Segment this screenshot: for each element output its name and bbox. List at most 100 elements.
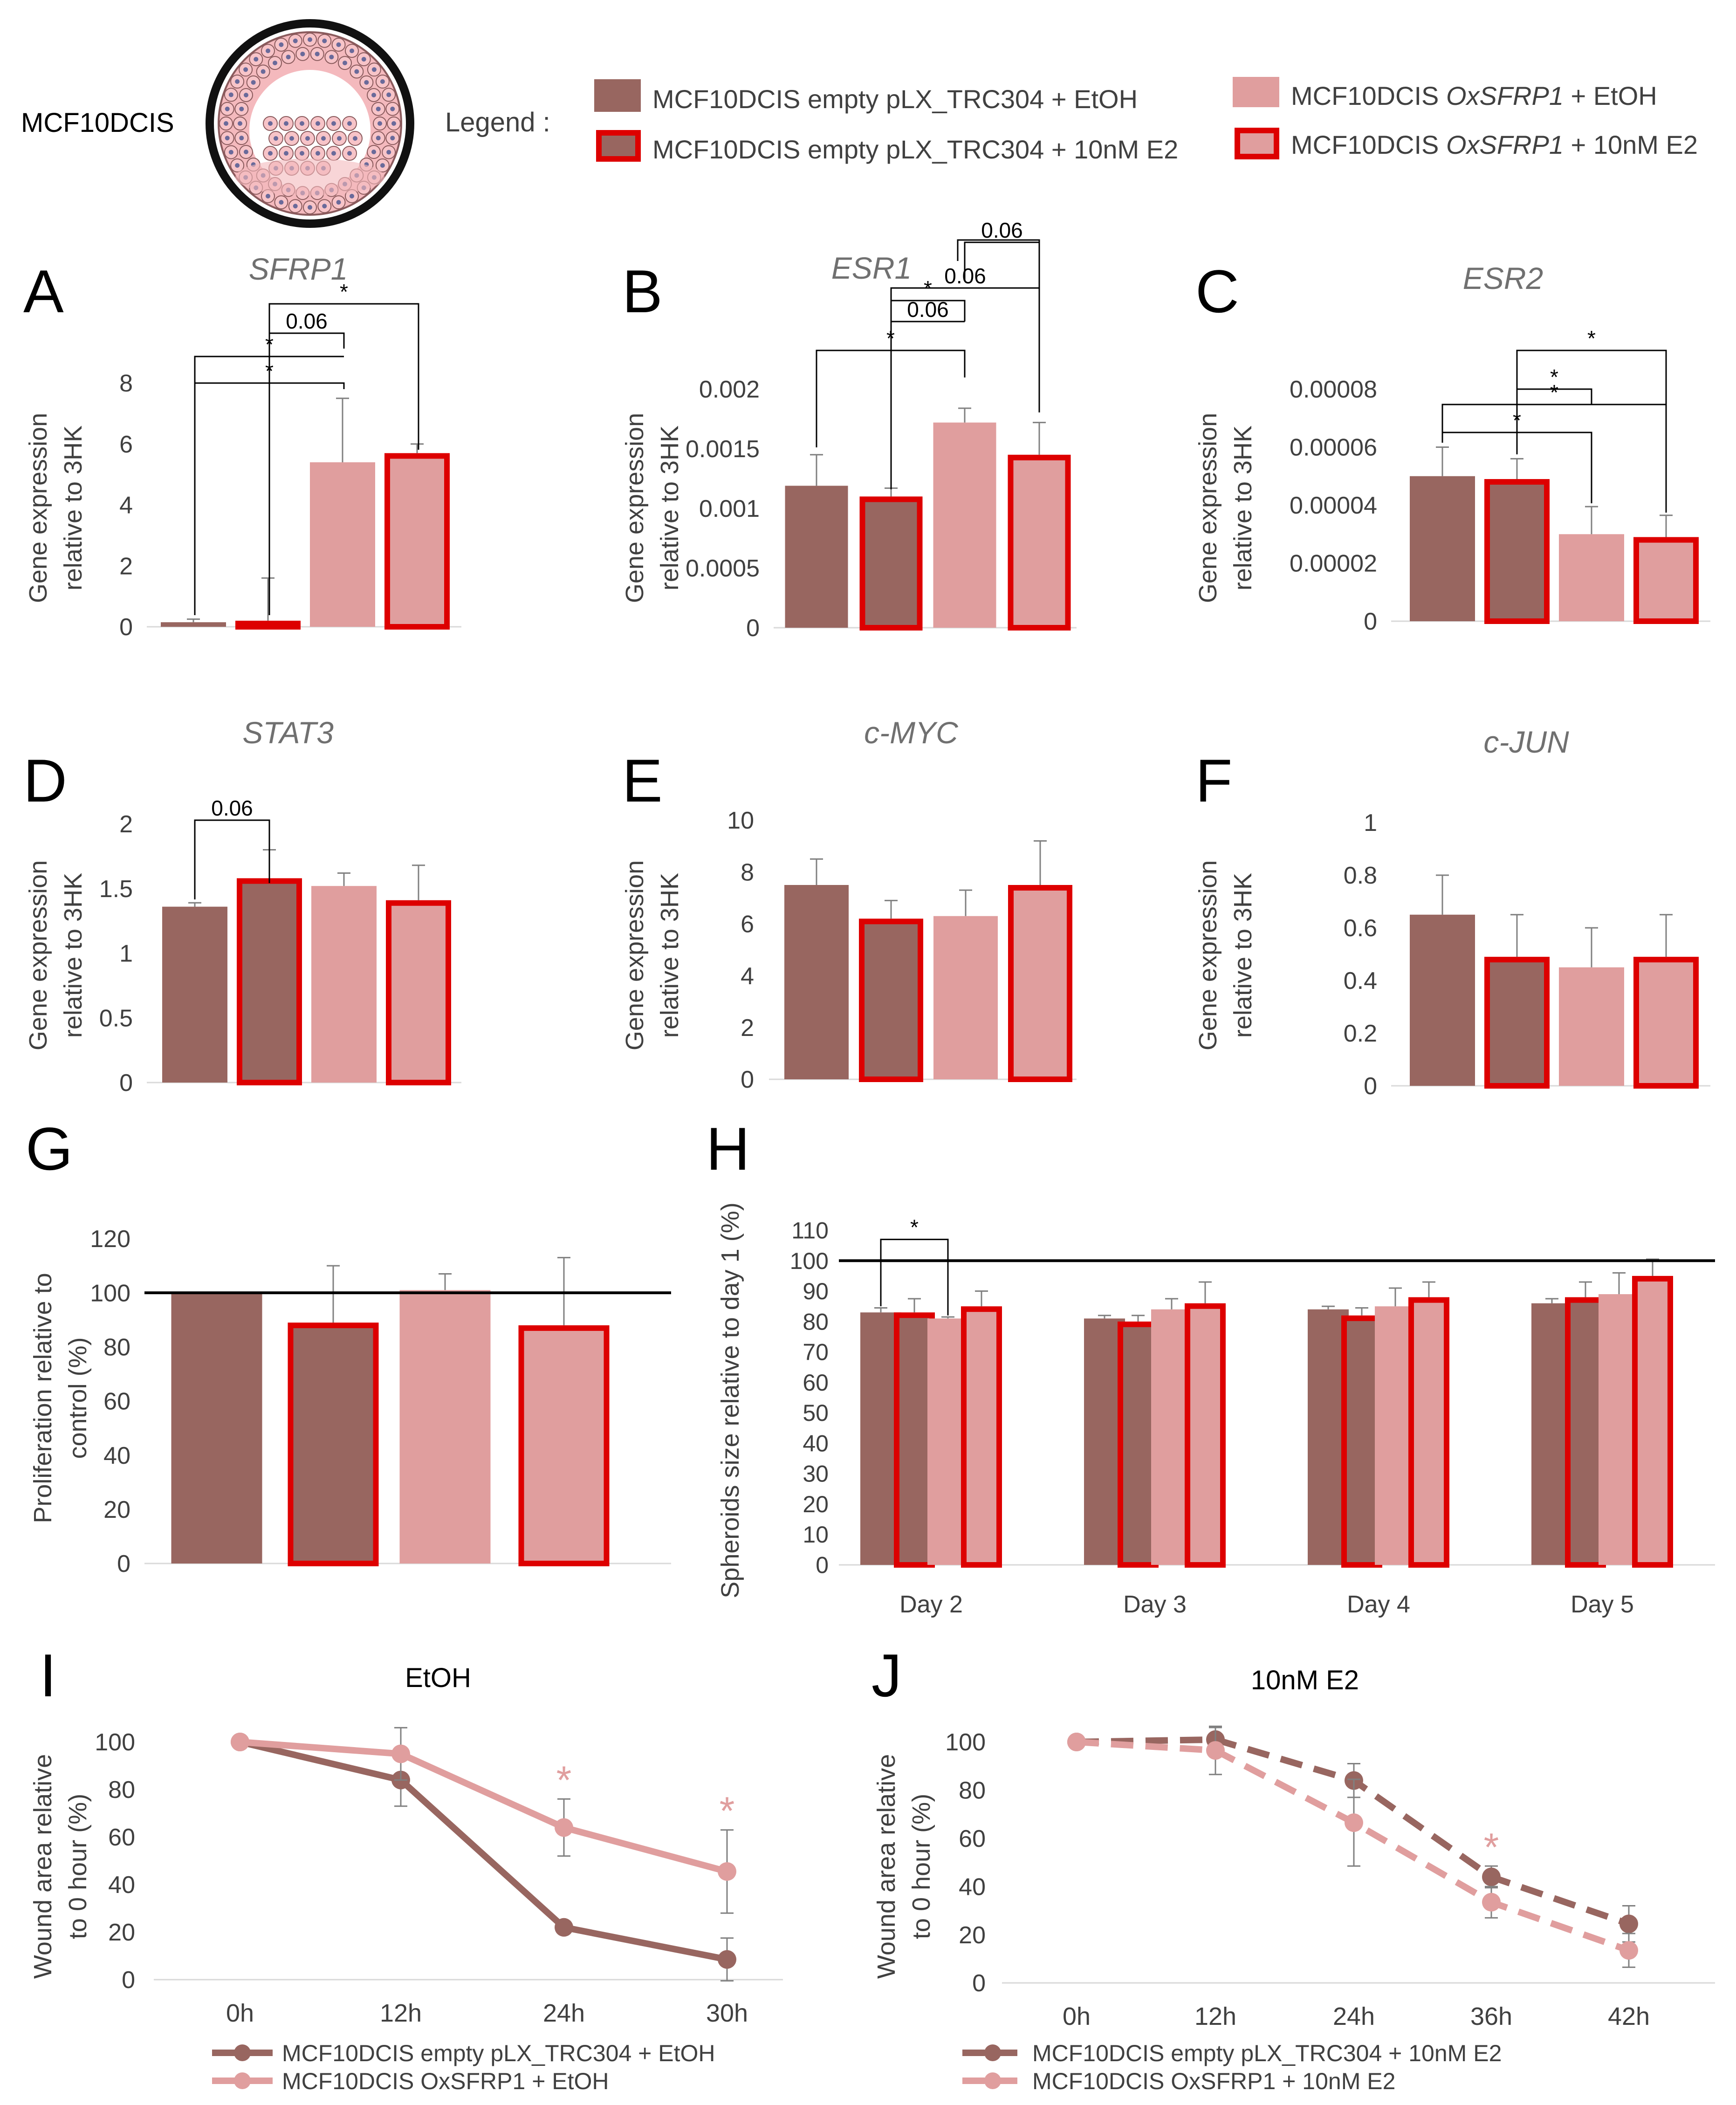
- y-tick-label: 2: [119, 553, 133, 580]
- panel-letter: J: [871, 1641, 902, 1709]
- data-point: [1482, 1867, 1501, 1886]
- cell-nucleus: [289, 136, 294, 141]
- significance-annotations: **0.06**0.06*0.060.06****0.06: [194, 218, 1667, 899]
- cell-nucleus: [279, 42, 284, 47]
- bar: [1559, 967, 1624, 1086]
- y-tick-label: 6: [741, 911, 754, 938]
- y-tick-label: 60: [103, 1388, 130, 1415]
- y-tick-label: 0.0015: [686, 436, 760, 463]
- significance-label: *: [1550, 365, 1558, 389]
- x-tick-label: 42h: [1608, 2002, 1650, 2030]
- bar: [859, 919, 923, 1083]
- significance-bracket: [1516, 388, 1592, 454]
- legend-text-ox-etoh: MCF10DCIS OxSFRP1 + EtOH: [1291, 81, 1657, 110]
- cell-nucleus: [331, 151, 336, 156]
- y-tick-label: 0.2: [1344, 1020, 1377, 1047]
- y-tick-label: 100: [790, 1248, 829, 1274]
- x-tick-label: 30h: [706, 1999, 748, 2027]
- bar: [1410, 476, 1475, 621]
- y-tick-label: 60: [108, 1824, 135, 1851]
- y-tick-label: 2: [741, 1015, 754, 1042]
- legend-text: MCF10DCIS OxSFRP1 + EtOH: [282, 2068, 609, 2094]
- y-tick-label: 8: [741, 859, 754, 886]
- panel-G: G 0 20 40 60 80 100 120 Proliferation relative t…: [26, 1115, 671, 1577]
- panel-J: J 10nM E2 0 20 40 60 80 100 Wound area relative t…: [871, 1641, 1715, 2094]
- bar: [933, 422, 996, 628]
- y-tick-label: 80: [803, 1309, 829, 1335]
- cell-nucleus: [300, 151, 304, 156]
- panel-letter: E: [622, 747, 663, 815]
- cell-nucleus: [390, 106, 395, 111]
- cell-nucleus: [251, 80, 256, 85]
- bar: [859, 496, 923, 631]
- y-axis-label: Wound area relative: [29, 1754, 57, 1979]
- y-tick-label: 0: [746, 615, 760, 642]
- y-tick-label: 20: [959, 1922, 986, 1949]
- data-point: [1619, 1941, 1638, 1960]
- y-tick-label: 0: [1364, 1073, 1377, 1100]
- bar: [1559, 534, 1624, 621]
- y-tick-label: 0: [972, 1970, 986, 1997]
- y-axis-label: Gene expression: [621, 860, 649, 1050]
- y-tick-label: 2: [119, 811, 133, 838]
- y-axis-label: Wound area relative: [872, 1754, 900, 1979]
- panel-title: c-MYC: [864, 715, 959, 750]
- y-axis-label: control (%): [64, 1337, 92, 1459]
- y-axis-label: to 0 hour (%): [907, 1794, 935, 1939]
- cell-nucleus: [361, 57, 366, 62]
- cell-nucleus: [300, 51, 305, 56]
- data-point: [555, 1818, 573, 1837]
- significance-bracket: [957, 239, 1040, 412]
- bar: [894, 1312, 935, 1568]
- panel-F: Fc-JUN 0 0.2 0.4 0.6 0.8 1 Gene expression relat…: [1194, 725, 1710, 1100]
- cell-nucleus: [225, 136, 230, 141]
- y-tick-label: 110: [791, 1218, 829, 1244]
- significance-label: 0.06: [981, 218, 1023, 242]
- bar: [1408, 1297, 1449, 1568]
- x-tick-label: 0h: [1063, 2002, 1091, 2030]
- cell-nucleus: [274, 136, 278, 141]
- cell-nucleus: [266, 193, 270, 199]
- panel-letter: F: [1195, 747, 1232, 815]
- cell-nucleus: [354, 69, 359, 74]
- y-tick-label: 20: [108, 1919, 135, 1946]
- y-tick-label: 80: [959, 1777, 986, 1804]
- y-tick-label: 50: [803, 1400, 829, 1426]
- panel-title: 10nM E2: [1251, 1665, 1359, 1695]
- panel-I: I EtOH 0 20 40 60 80 100 Wound area relative to 0…: [29, 1641, 783, 2094]
- y-tick-label: 0.8: [1344, 862, 1377, 889]
- legend-text-ox-e2: MCF10DCIS OxSFRP1 + 10nM E2: [1291, 130, 1698, 159]
- y-axis-label: Gene expression: [24, 413, 52, 603]
- y-axis-label: Gene expression: [1194, 860, 1222, 1050]
- panel-title: ESR2: [1463, 261, 1543, 295]
- legend: MCF10DCIS empty pLX_TRC304 + EtOH MCF10D…: [594, 77, 1698, 164]
- cell-nucleus: [350, 193, 354, 199]
- y-tick-label: 40: [959, 1873, 986, 1900]
- bar: [518, 1325, 610, 1567]
- panel-E: Ec-MYC 0 2 4 6 8 10 Gene expression relative to …: [621, 715, 1077, 1093]
- cell-nucleus: [235, 163, 240, 168]
- significance-label: 0.06: [907, 297, 949, 322]
- x-tick-label: 12h: [380, 1999, 422, 2027]
- cell-nucleus: [371, 92, 377, 97]
- legend-swatch-empty-e2: [596, 130, 641, 162]
- significance-bracket: [1516, 350, 1667, 405]
- cell-nucleus: [371, 67, 377, 72]
- legend-swatch-ox-e2: [1235, 128, 1279, 159]
- bar: [288, 1323, 379, 1567]
- y-axis-label: relative to 3HK: [59, 873, 87, 1038]
- x-tick-label: Day 5: [1571, 1591, 1634, 1618]
- figure-label: MCF10DCIS: [21, 108, 174, 138]
- bar: [399, 1290, 491, 1563]
- y-tick-label: 0.5: [99, 1005, 133, 1032]
- legend-marker: [984, 2044, 1001, 2061]
- panel-letter: D: [23, 747, 67, 815]
- cell-nucleus: [343, 61, 347, 66]
- y-tick-label: 0: [816, 1552, 829, 1578]
- cell-nucleus: [376, 106, 381, 111]
- bar: [161, 622, 226, 627]
- cell-nucleus: [286, 55, 291, 60]
- bar: [784, 885, 849, 1079]
- cell-nucleus: [228, 92, 233, 97]
- cell-nucleus: [353, 136, 357, 141]
